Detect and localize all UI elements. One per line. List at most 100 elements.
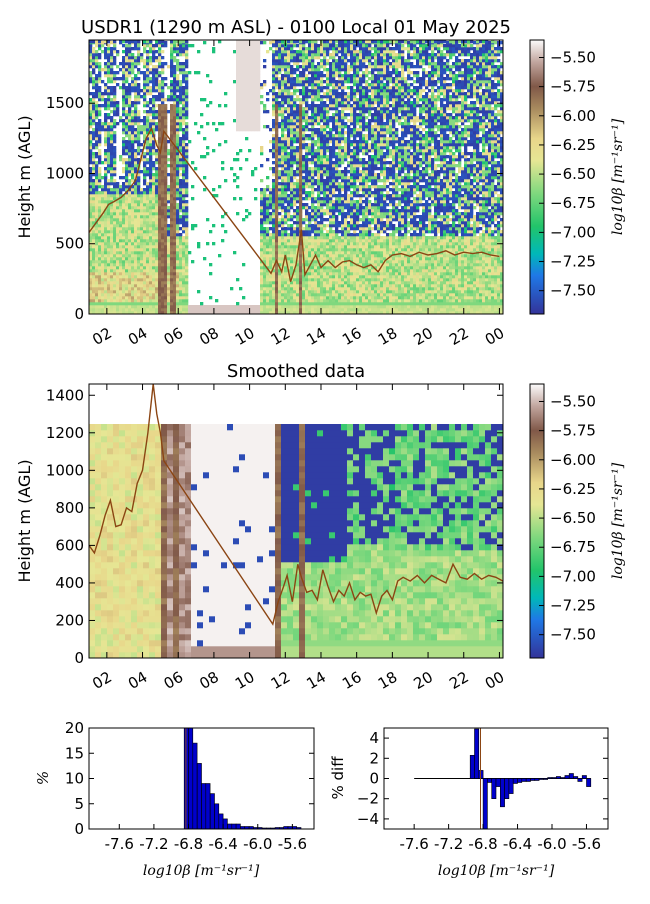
raw-heat-cell	[92, 296, 96, 300]
raw-heat-cell	[260, 284, 264, 288]
raw-heat-cell	[287, 56, 291, 60]
raw-heat-cell	[302, 65, 306, 69]
raw-heat-cell	[110, 65, 114, 69]
raw-heat-cell	[170, 68, 174, 72]
raw-heat-cell	[98, 278, 102, 282]
raw-heat-cell	[134, 254, 138, 258]
raw-heat-cell	[257, 125, 261, 129]
raw-heat-cell	[152, 164, 156, 168]
raw-heat-cell	[311, 185, 315, 189]
raw-heat-cell	[329, 308, 333, 312]
raw-heat-cell	[155, 44, 159, 48]
raw-heat-cell	[167, 158, 171, 162]
raw-heat-cell	[113, 287, 117, 291]
raw-heat-cell	[260, 296, 264, 300]
raw-heat-cell	[101, 200, 105, 204]
raw-heat-cell	[260, 299, 264, 303]
raw-heat-cell	[314, 47, 318, 51]
raw-heat-cell	[155, 206, 159, 210]
raw-heat-cell	[122, 89, 126, 93]
raw-heat-cell	[107, 290, 111, 294]
raw-heat-cell	[167, 299, 171, 303]
raw-heat-cell	[329, 245, 333, 249]
raw-heat-cell	[305, 89, 309, 93]
raw-heat-cell	[119, 215, 123, 219]
raw-heat-cell	[98, 203, 102, 207]
raw-heat-cell	[107, 113, 111, 117]
raw-heat-cell	[173, 68, 177, 72]
raw-heat-cell	[89, 218, 93, 222]
raw-heat-cell	[329, 167, 333, 171]
raw-heat-cell	[170, 299, 174, 303]
raw-heat-cell	[299, 125, 303, 129]
raw-heat-cell	[179, 47, 183, 51]
raw-heat-cell	[176, 164, 180, 168]
raw-heat-cell	[113, 218, 117, 222]
raw-heat-cell	[296, 221, 300, 225]
raw-heat-cell	[308, 104, 312, 108]
raw-heat-cell	[239, 56, 243, 60]
raw-heat-cell	[155, 281, 159, 285]
raw-heat-cell	[323, 281, 327, 285]
raw-heat-cell	[152, 56, 156, 60]
raw-heat-cell	[323, 167, 327, 171]
raw-heat-cell	[275, 275, 279, 279]
raw-heat-cell	[278, 290, 282, 294]
raw-heat-cell	[182, 245, 186, 249]
raw-heat-cell	[134, 194, 138, 198]
raw-heat-cell	[182, 134, 186, 138]
raw-heat-cell	[266, 296, 270, 300]
raw-heat-cell	[287, 74, 291, 78]
raw-heat-cell	[254, 80, 258, 84]
raw-heat-cell	[143, 287, 147, 291]
raw-heat-cell	[116, 77, 120, 81]
raw-heat-cell	[134, 65, 138, 69]
raw-heat-cell	[158, 254, 162, 258]
raw-heat-cell	[290, 257, 294, 261]
raw-heat-cell	[278, 161, 282, 165]
raw-heat-cell	[185, 62, 189, 66]
raw-heat-cell	[254, 74, 258, 78]
raw-heat-cell	[140, 131, 144, 135]
raw-heat-cell	[320, 164, 324, 168]
raw-heat-cell	[122, 83, 126, 87]
raw-heat-cell	[146, 83, 150, 87]
raw-heat-cell	[254, 77, 258, 81]
raw-heat-cell	[290, 203, 294, 207]
raw-heat-cell	[161, 194, 165, 198]
raw-heat-cell	[239, 40, 243, 44]
raw-heat-cell	[323, 50, 327, 54]
raw-heat-cell	[107, 272, 111, 276]
raw-heat-cell	[119, 221, 123, 225]
raw-heat-cell	[308, 221, 312, 225]
raw-heat-cell	[326, 185, 330, 189]
raw-heat-cell	[329, 56, 333, 60]
raw-heat-cell	[125, 98, 129, 102]
raw-heat-cell	[125, 134, 129, 138]
raw-heat-cell	[260, 95, 264, 99]
raw-heat-cell	[287, 68, 291, 72]
raw-heat-cell	[158, 143, 162, 147]
raw-heat-cell	[314, 221, 318, 225]
raw-heat-cell	[311, 116, 315, 120]
raw-heat-cell	[161, 209, 165, 213]
raw-heat-cell	[122, 242, 126, 246]
raw-heat-cell	[92, 239, 96, 243]
raw-heat-cell	[281, 44, 285, 48]
raw-heat-cell	[128, 98, 132, 102]
raw-heat-cell	[182, 104, 186, 108]
raw-heat-cell	[176, 194, 180, 198]
raw-heat-cell	[98, 245, 102, 249]
raw-heat-cell	[149, 302, 153, 306]
raw-heat-cell	[104, 137, 108, 141]
raw-heat-cell	[179, 245, 183, 249]
raw-heat-cell	[227, 308, 231, 312]
raw-heat-cell	[242, 92, 246, 96]
raw-heat-cell	[245, 80, 249, 84]
raw-heat-cell	[266, 125, 270, 129]
raw-heat-cell	[125, 239, 129, 243]
raw-heat-cell	[293, 212, 297, 216]
raw-heat-cell	[236, 311, 240, 315]
raw-heat-cell	[290, 233, 294, 237]
